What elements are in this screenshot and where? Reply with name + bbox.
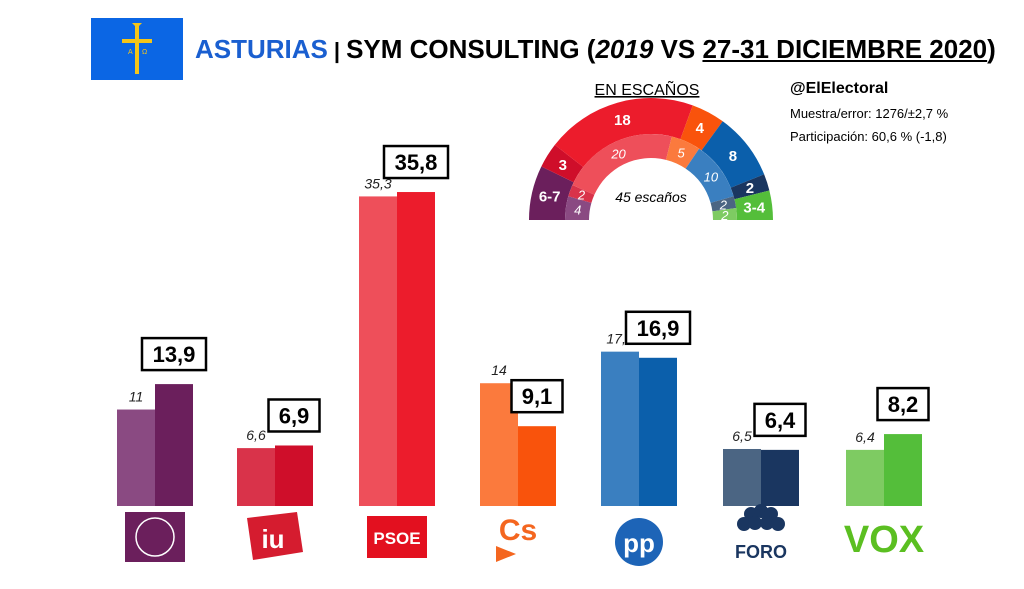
seats-2019-label-psoe: 20 <box>610 146 626 161</box>
psoe-logo-text: PSOE <box>373 529 420 548</box>
label-2020-podemos: 13,9 <box>153 342 196 367</box>
bar-2020-foro <box>761 449 799 506</box>
label-2020-pp: 16,9 <box>637 316 680 341</box>
bar-2020-vox <box>884 434 922 506</box>
foro-dot-icon-4 <box>748 516 762 530</box>
podemos-circle-icon <box>135 517 175 557</box>
seats-2020-label-psoe: 18 <box>614 112 631 129</box>
bar-2019-podemos <box>117 409 155 506</box>
iu-logo <box>247 512 303 560</box>
comparison-year: 2019 <box>595 34 654 64</box>
versus-label: VS <box>653 34 703 64</box>
pp-logo <box>615 518 663 566</box>
title-close: ) <box>987 34 996 64</box>
vox-logo: VOX <box>844 519 925 561</box>
seats-2019-label-vox: 2 <box>720 208 729 223</box>
cs-logo: Cs <box>499 514 537 547</box>
seats-2020-label-iu: 3 <box>559 157 567 174</box>
seats-2019-label-cs: 5 <box>677 145 685 160</box>
bar-2019-vox <box>846 449 884 506</box>
seats-2020-arc-psoe <box>554 97 693 168</box>
foro-logo: FORO <box>735 542 787 562</box>
seats-2020-arc-cs <box>680 105 723 151</box>
bar-2019-iu <box>237 448 275 506</box>
seats-2020-arc-vox <box>734 190 773 220</box>
region-name: ASTURIAS <box>195 34 328 64</box>
bar-2020-psoe <box>397 192 435 506</box>
label-2020-foro: 6,4 <box>765 408 796 433</box>
seats-title: EN ESCAÑOS <box>595 79 700 99</box>
bar-2019-pp <box>601 351 639 506</box>
label-2019-podemos: 11 <box>129 389 144 405</box>
psoe-logo <box>367 516 427 558</box>
label-box-2020-podemos <box>140 336 208 372</box>
label-2019-psoe: 35,3 <box>364 175 391 191</box>
victory-cross-icon: A Ω <box>122 23 152 74</box>
seats-2020-arc-foro <box>730 174 770 200</box>
seats-2020-label-vox: 3-4 <box>743 199 765 216</box>
podemos-logo <box>125 512 185 562</box>
label-box-2020-foro <box>753 402 807 438</box>
label-2020-cs: 9,1 <box>522 384 553 409</box>
seats-2019-arc-foro <box>710 196 737 212</box>
seats-total-label: 45 escaños <box>615 189 687 205</box>
seats-2020-arc-pp <box>701 121 765 188</box>
label-2020-vox: 8,2 <box>888 392 919 417</box>
iu-logo-text: iu <box>261 524 284 554</box>
seats-2020-label-pp: 8 <box>729 148 737 165</box>
seats-2020-arc-iu <box>541 144 584 183</box>
svg-text:A: A <box>128 49 133 56</box>
foro-dot-icon-6 <box>771 517 785 531</box>
label-2020-iu: 6,9 <box>279 403 310 428</box>
label-box-2020-psoe <box>382 144 450 180</box>
label-2019-foro: 6,5 <box>732 428 752 444</box>
source-handle: @ElElectoral <box>790 80 889 97</box>
pp-logo-text: pp <box>623 528 655 558</box>
seats-2019-label-pp: 10 <box>704 170 719 185</box>
seats-2019-label-podemos: 4 <box>574 203 581 218</box>
seats-2019-label-foro: 2 <box>719 198 728 213</box>
seats-2019-arc-podemos <box>565 196 592 220</box>
bar-2019-psoe <box>359 196 397 506</box>
label-box-2020-vox <box>876 386 930 422</box>
page-title: ASTURIAS | SYM CONSULTING (2019 VS 27-31 D… <box>195 34 996 65</box>
label-2020-psoe: 35,8 <box>395 150 438 175</box>
label-2019-vox: 6,4 <box>855 429 875 445</box>
pollster-name: SYM CONSULTING ( <box>346 34 596 64</box>
svg-text:Ω: Ω <box>142 49 147 56</box>
label-2019-cs: 14 <box>491 362 507 378</box>
bar-2020-iu <box>275 445 313 506</box>
sample-info: Muestra/error: 1276/±2,7 % <box>790 106 949 121</box>
asturias-flag: A Ω <box>91 18 183 80</box>
seats-2019-arc-psoe <box>572 134 672 195</box>
label-box-2020-iu <box>267 398 321 433</box>
foro-dot-icon-5 <box>760 516 774 530</box>
seats-2019-arc-iu <box>568 185 595 203</box>
bar-2019-foro <box>723 448 761 506</box>
label-box-2020-pp <box>624 310 692 346</box>
bar-2020-podemos <box>155 384 193 506</box>
turnout-info: Participación: 60,6 % (-1,8) <box>790 129 947 144</box>
bar-2020-cs <box>518 426 556 506</box>
seats-2019-arc-pp <box>685 148 734 203</box>
fieldwork-dates: 27-31 DICIEMBRE 2020 <box>702 34 988 64</box>
title-separator: | <box>333 38 341 63</box>
seats-2020-arc-podemos <box>529 166 574 220</box>
bar-2020-pp <box>639 357 677 506</box>
seats-2020-label-cs: 4 <box>696 120 705 137</box>
seats-2019-label-iu: 2 <box>577 188 586 203</box>
cs-heart-icon <box>496 546 516 562</box>
seats-2019-arc-vox <box>712 208 737 220</box>
seats-2020-label-podemos: 6-7 <box>539 189 561 206</box>
foro-dot-icon-3 <box>737 517 751 531</box>
seats-2019-arc-cs <box>665 136 700 169</box>
label-box-2020-cs <box>510 378 564 414</box>
seats-2020-label-foro: 2 <box>746 180 754 197</box>
label-2019-iu: 6,6 <box>246 427 266 443</box>
